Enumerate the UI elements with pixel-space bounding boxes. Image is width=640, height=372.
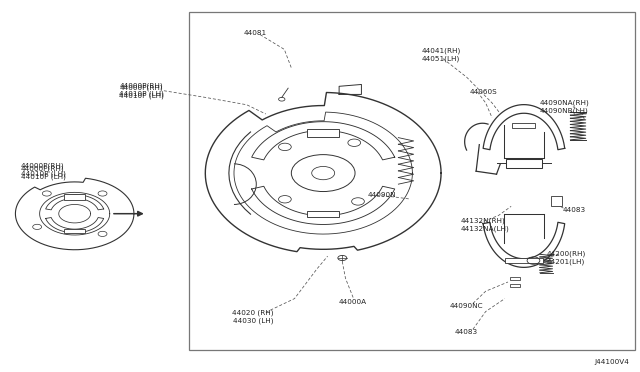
Bar <box>189 13 636 350</box>
FancyBboxPatch shape <box>513 123 536 128</box>
Text: 44090NC: 44090NC <box>450 303 483 309</box>
Text: 44041(RH)
44051(LH): 44041(RH) 44051(LH) <box>422 48 461 62</box>
Text: 44090NA(RH)
44090NB(LH): 44090NA(RH) 44090NB(LH) <box>540 99 589 114</box>
FancyBboxPatch shape <box>65 229 85 233</box>
Text: 44000P(RH)
44010P (LH): 44000P(RH) 44010P (LH) <box>119 84 164 99</box>
Text: 44000P(RH)
44010P (LH): 44000P(RH) 44010P (LH) <box>20 162 65 177</box>
FancyBboxPatch shape <box>550 196 562 206</box>
FancyBboxPatch shape <box>307 129 339 137</box>
Text: 44090N: 44090N <box>368 192 396 198</box>
Text: 44000P(RH)
44010P (LH): 44000P(RH) 44010P (LH) <box>20 166 65 180</box>
FancyBboxPatch shape <box>65 195 85 200</box>
Text: 44132N(RH)
44132NA(LH): 44132N(RH) 44132NA(LH) <box>460 218 509 232</box>
Text: 44200(RH)
44201(LH): 44200(RH) 44201(LH) <box>546 251 586 265</box>
Text: 44000A: 44000A <box>339 299 367 305</box>
Text: 44083: 44083 <box>455 329 478 335</box>
Text: 44060S: 44060S <box>470 89 497 95</box>
Text: 44081: 44081 <box>243 30 267 36</box>
Text: 44083: 44083 <box>562 207 585 213</box>
Text: J44100V4: J44100V4 <box>594 359 629 365</box>
FancyBboxPatch shape <box>307 211 339 217</box>
FancyBboxPatch shape <box>505 258 543 263</box>
FancyBboxPatch shape <box>510 277 520 280</box>
FancyBboxPatch shape <box>506 159 541 168</box>
Polygon shape <box>483 222 564 267</box>
Text: 44020 (RH)
44030 (LH): 44020 (RH) 44030 (LH) <box>232 310 274 324</box>
FancyBboxPatch shape <box>510 284 520 287</box>
Polygon shape <box>483 105 564 150</box>
Text: 44000P(RH)
44010P (LH): 44000P(RH) 44010P (LH) <box>119 83 164 97</box>
